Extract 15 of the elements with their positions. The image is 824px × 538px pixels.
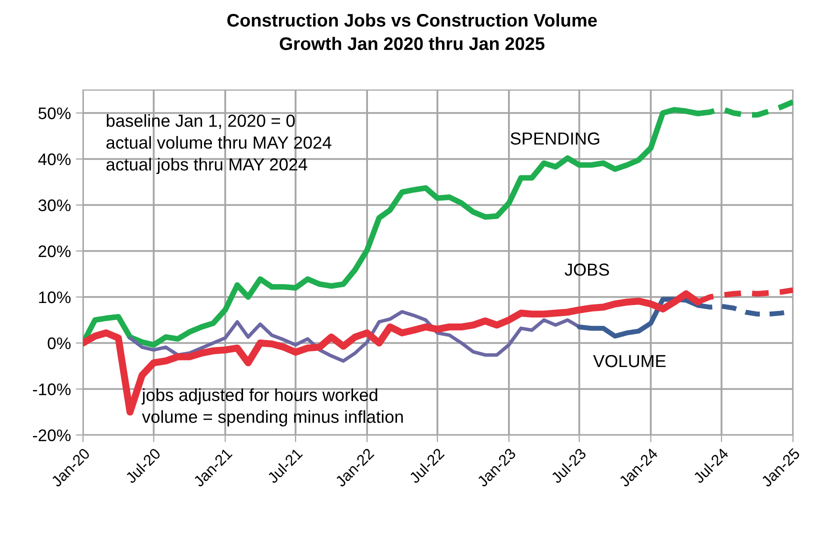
y-tick-label: 0%: [48, 337, 71, 350]
y-tick-label: 40%: [38, 153, 71, 166]
y-tick-label: -20%: [33, 429, 71, 442]
y-tick-label: 50%: [38, 107, 71, 120]
series-label: JOBS: [564, 264, 609, 276]
annotation: jobs adjusted for hours worked volume = spending minus inflation: [141, 388, 403, 426]
series-label: SPENDING: [510, 132, 600, 145]
y-tick-label: 30%: [38, 199, 71, 212]
series-label: VOLUME: [593, 354, 666, 368]
annotation: baseline Jan 1, 2020 = 0 actual volume thru MAY 2024 actual jobs thru MAY 2024: [106, 114, 332, 174]
line-series: [128, 310, 581, 363]
y-tick-label: 20%: [38, 245, 71, 258]
y-tick-label: -10%: [33, 383, 71, 396]
chart-title: Construction Jobs vs Construction Volume Growth Jan 2020 thru Jan 2025: [227, 13, 597, 50]
y-tick-label: 10%: [39, 291, 71, 304]
